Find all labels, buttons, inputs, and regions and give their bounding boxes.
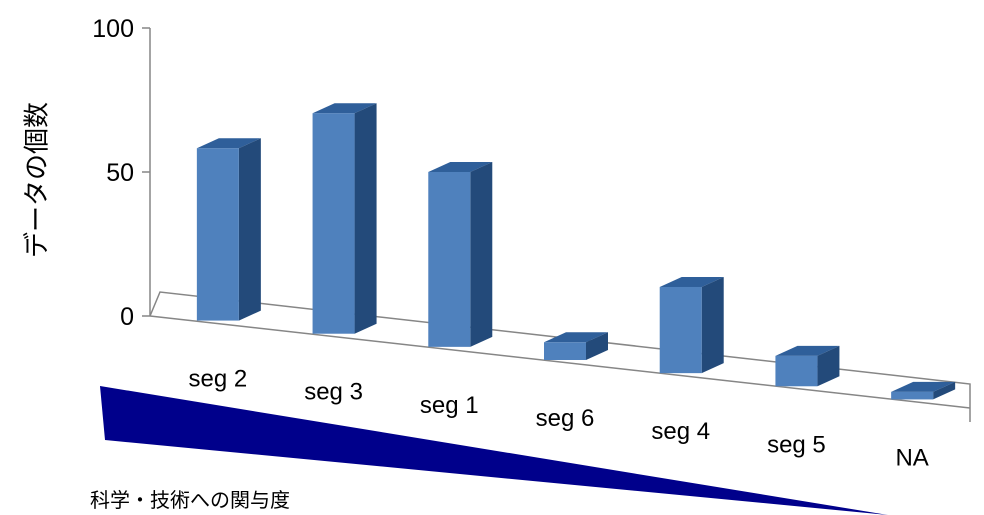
bar (891, 381, 956, 400)
bar (659, 276, 724, 374)
bar-top (428, 161, 493, 172)
bar-front (775, 355, 818, 387)
bar (312, 103, 377, 334)
x-tick-label: seg 3 (304, 379, 363, 406)
bar-side (354, 103, 377, 334)
x-tick-label: seg 1 (420, 392, 479, 419)
bar-top (659, 276, 724, 287)
bar-front (891, 391, 934, 400)
chart-labels: 0 50 100 seg 2 seg 3 seg 1 seg 6 seg 4 seg 5 NA (92, 15, 929, 471)
chart-bars (196, 103, 956, 400)
bar-top (196, 138, 261, 149)
engagement-caption: 科学・技術への関与度 (90, 488, 290, 512)
bar-front (196, 148, 239, 321)
bar-side (238, 138, 261, 321)
x-tick-label: NA (895, 444, 928, 471)
engagement-gradient-wedge (100, 386, 888, 515)
x-axis-line (149, 315, 971, 409)
bar-front (312, 113, 355, 334)
y-tick-label: 0 (120, 303, 134, 331)
bar-front (428, 171, 471, 347)
bar (775, 345, 840, 387)
y-tick-label: 50 (106, 159, 134, 187)
bar-front (659, 286, 702, 374)
bar (196, 138, 261, 321)
x-tick-label: seg 6 (536, 405, 595, 432)
x-tick-label: seg 4 (651, 418, 710, 445)
bar-front (544, 342, 586, 360)
bar-top (544, 332, 608, 343)
bar (428, 161, 493, 347)
bar-side (470, 161, 493, 347)
bar-side (933, 381, 956, 400)
x-tick-label: seg 2 (188, 366, 247, 393)
bar-top (775, 345, 840, 356)
chart-axes (142, 27, 971, 422)
bar-side (586, 332, 608, 360)
x-tick-label: seg 5 (767, 431, 826, 458)
bar-side (817, 345, 840, 387)
bar-top (891, 381, 956, 392)
bar-side (701, 276, 724, 374)
y-tick-label: 100 (92, 15, 134, 43)
bar-top (312, 103, 377, 114)
y-axis-label: データの個数 (23, 102, 53, 258)
bar (544, 332, 608, 360)
